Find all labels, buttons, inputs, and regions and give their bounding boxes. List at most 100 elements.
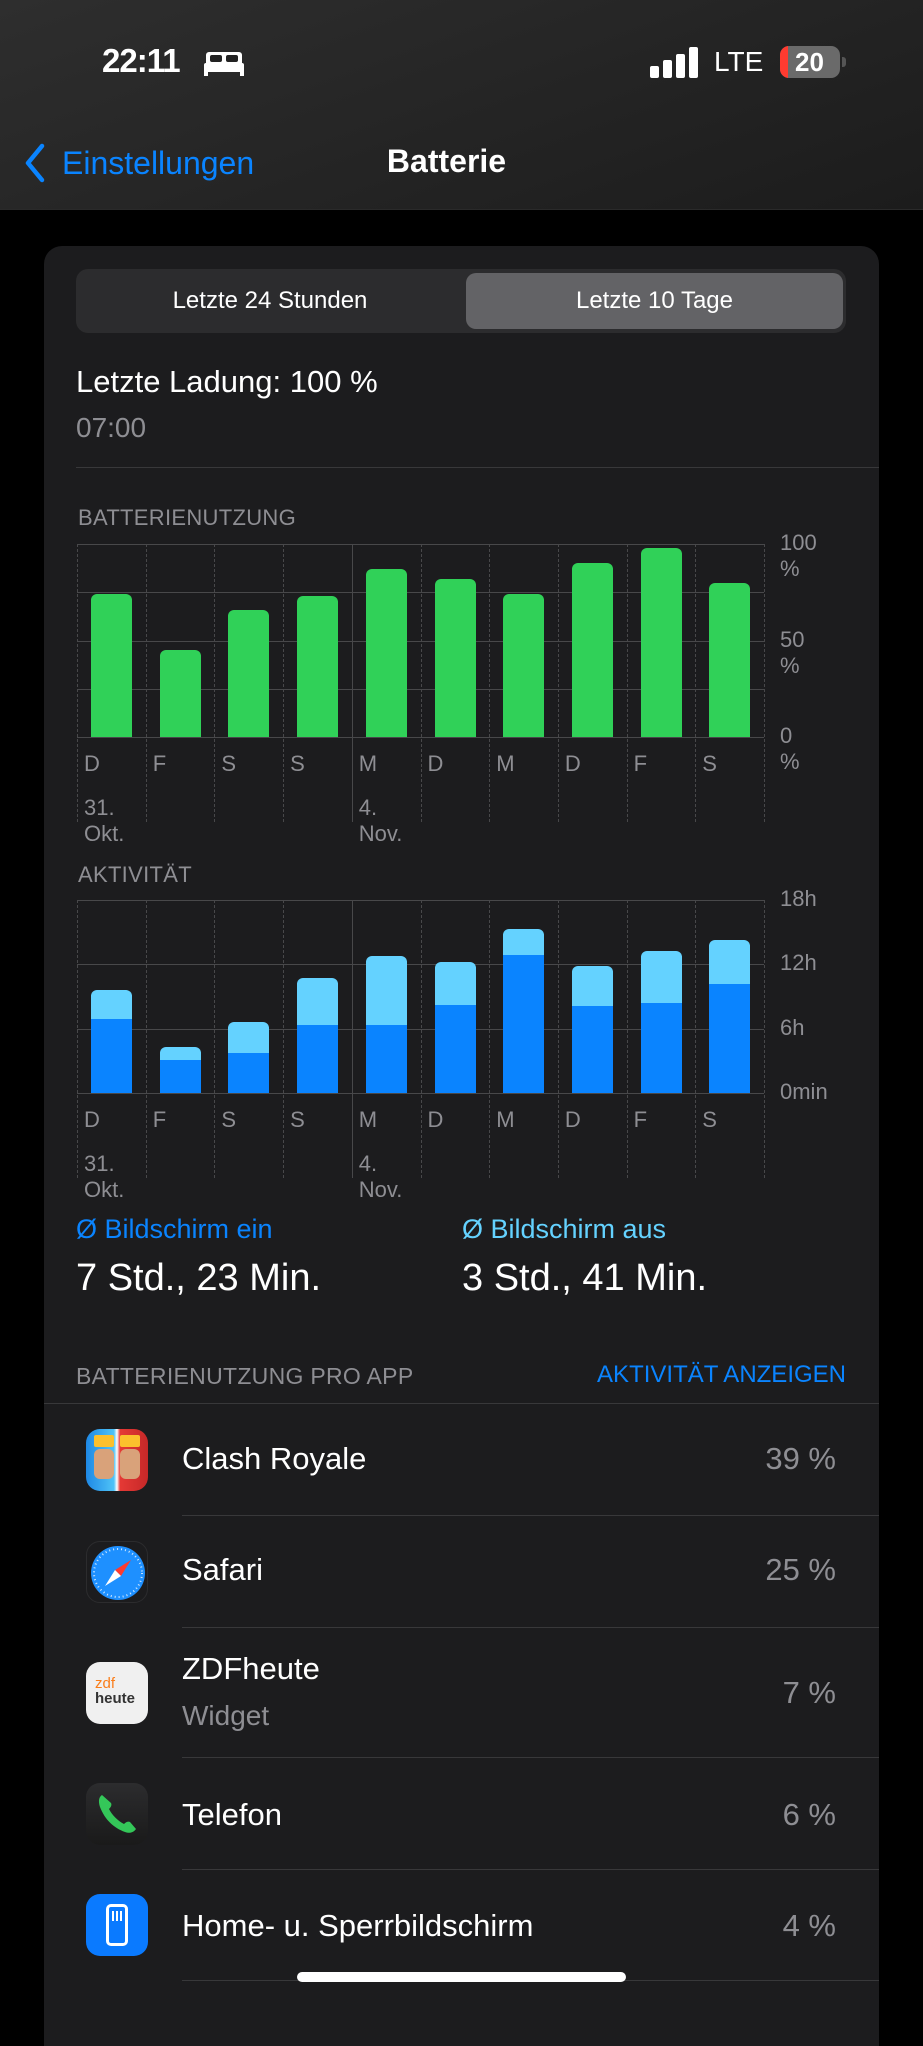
back-label: Einstellungen: [62, 144, 255, 181]
battery-cap: [842, 57, 846, 67]
show-activity-button[interactable]: AKTIVITÄT ANZEIGEN: [597, 1361, 846, 1388]
grid-line: [283, 900, 285, 1178]
grid-line: [695, 544, 697, 822]
divider: [182, 1515, 879, 1516]
avg-screen-off-value: 3 Std., 41 Min.: [462, 1257, 708, 1299]
battery-bar: [91, 594, 132, 737]
y-tick-label: 12h: [780, 950, 817, 976]
screen-on-bar: [159, 1059, 201, 1093]
app-row-zdfheute[interactable]: [44, 1628, 879, 1757]
app-name: Telefon: [182, 1797, 282, 1832]
day-label: F: [633, 1107, 648, 1132]
battery-bar: [434, 578, 476, 737]
app-percent: 25 %: [765, 1552, 836, 1587]
grid-line: [420, 544, 422, 822]
phone-icon: [86, 1783, 148, 1845]
y-tick-label: 6h: [780, 1014, 805, 1040]
battery-bar: [228, 609, 270, 737]
divider: [76, 467, 879, 468]
divider: [182, 1869, 879, 1870]
navigation-header: [0, 0, 923, 210]
chevron-left-icon: [25, 143, 45, 183]
last-charge-time: 07:00: [76, 412, 147, 443]
network-type: LTE: [714, 46, 764, 77]
bed-icon: [204, 52, 244, 76]
grid-line: [145, 900, 147, 1178]
grid-line: [145, 544, 147, 822]
date-divider: [351, 544, 353, 822]
zdfheute-logo-text-2: heute: [95, 1690, 136, 1707]
date-label: 4. Nov.: [358, 1151, 403, 1202]
day-label: D: [427, 751, 444, 776]
battery-bar: [159, 650, 201, 737]
app-name: Safari: [182, 1552, 263, 1587]
grid-line: [764, 900, 765, 1178]
date-divider: [351, 900, 353, 1178]
app-percent: 7 %: [782, 1675, 836, 1710]
activity-title: AKTIVITÄT: [78, 862, 192, 887]
day-label: D: [427, 1107, 444, 1132]
day-label: D: [84, 751, 100, 776]
day-label: D: [564, 751, 581, 776]
app-percent: 6 %: [782, 1797, 836, 1832]
divider: [182, 1627, 879, 1628]
battery-bar: [640, 547, 682, 737]
grid-line: [489, 544, 491, 822]
app-row-clash-royale[interactable]: [44, 1404, 879, 1515]
app-percent: 39 %: [765, 1441, 836, 1476]
screen-on-bar: [709, 983, 751, 1093]
home-indicator[interactable]: [297, 1972, 626, 1982]
screen-on-bar: [503, 954, 545, 1093]
safari-icon: [86, 1541, 148, 1603]
battery-usage-title: BATTERIENUTZUNG: [78, 505, 296, 530]
screen-on-bar: [434, 1005, 476, 1093]
day-label: S: [221, 751, 237, 776]
signal-icon: [650, 47, 698, 78]
date-label: 31. Okt.: [84, 795, 125, 846]
date-label: 31. Okt.: [84, 1151, 125, 1202]
day-label: F: [633, 751, 648, 776]
avg-screen-on-label: Ø Bildschirm ein: [76, 1214, 273, 1244]
screen-on-bar: [365, 1025, 407, 1093]
battery-level: 20: [795, 47, 824, 77]
grid-line: [626, 900, 628, 1178]
screen-on-bar: [297, 1025, 339, 1093]
app-name: ZDFheute: [182, 1651, 320, 1686]
grid-line: [557, 544, 559, 822]
screen-on-bar: [91, 1019, 132, 1093]
date-label: 4. Nov.: [358, 795, 403, 846]
battery-bar: [709, 582, 751, 737]
tab-last-10-days[interactable]: Letzte 10 Tage: [466, 273, 843, 329]
app-subtitle: Widget: [182, 1700, 270, 1731]
page-title: Batterie: [386, 143, 507, 179]
day-label: S: [702, 751, 717, 776]
clash-royale-icon: [86, 1429, 148, 1491]
y-tick-label: 100 %: [780, 530, 817, 581]
grid-line: [695, 900, 697, 1178]
status-time: 22:11: [102, 42, 181, 79]
screen-on-bar: [640, 1002, 682, 1093]
y-tick-label: 50 %: [780, 626, 805, 678]
day-label: S: [702, 1107, 717, 1132]
y-tick-label: 0 %: [780, 723, 800, 774]
app-row-safari[interactable]: [44, 1516, 879, 1627]
grid-line: [557, 900, 559, 1178]
back-button[interactable]: Einstellungen: [24, 140, 254, 186]
day-label: M: [358, 751, 378, 776]
zdfheute-icon: zdf heute: [86, 1662, 148, 1724]
avg-screen-on-value: 7 Std., 23 Min.: [76, 1257, 322, 1299]
screen-on-bar: [571, 1006, 613, 1093]
day-label: F: [152, 751, 167, 776]
tab-last-24-hours[interactable]: Letzte 24 Stunden: [172, 287, 368, 314]
home-screen-icon: [86, 1894, 148, 1956]
battery-bar: [571, 563, 613, 737]
per-app-title: BATTERIENUTZUNG PRO APP: [76, 1363, 414, 1389]
grid-line: [214, 900, 216, 1178]
app-row-telefon[interactable]: [44, 1758, 879, 1869]
last-charge-label: Letzte Ladung: 100 %: [76, 364, 378, 399]
battery-bar: [297, 596, 339, 737]
battery-bar: [503, 594, 545, 737]
day-label: S: [290, 751, 305, 776]
avg-screen-off-label: Ø Bildschirm aus: [462, 1214, 667, 1244]
day-label: F: [152, 1107, 167, 1132]
